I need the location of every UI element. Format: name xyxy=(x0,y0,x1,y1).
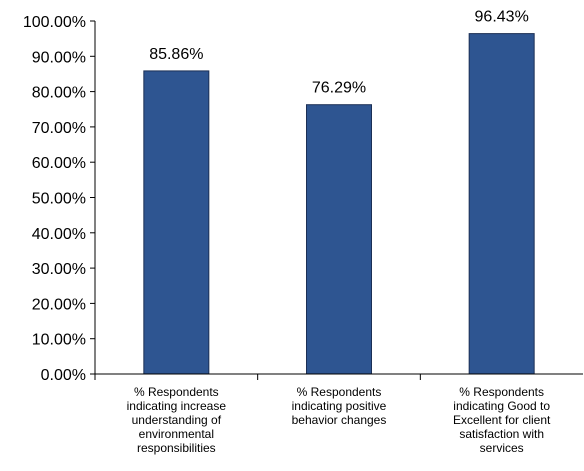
data-label: 85.86% xyxy=(149,46,203,63)
axes xyxy=(94,21,583,380)
y-tick-label: 0.00% xyxy=(41,367,86,384)
y-tick-label: 90.00% xyxy=(32,49,86,66)
bar xyxy=(306,104,372,375)
y-tick-label: 30.00% xyxy=(32,261,86,278)
y-tick-label: 50.00% xyxy=(32,191,86,208)
bars xyxy=(143,33,535,375)
y-axis-ticks: 0.00% 10.00% 20.00% 30.00% 40.00% 50.00% 60.00… xyxy=(23,14,95,384)
x-category-label: % Respondents indicating Good to Excellent… xyxy=(453,385,551,455)
y-tick-label: 100.00% xyxy=(23,14,86,31)
y-tick-label: 40.00% xyxy=(32,226,86,243)
y-tick-label: 60.00% xyxy=(32,155,86,172)
data-labels: 85.86% 76.29% 96.43% xyxy=(149,9,529,97)
data-label: 96.43% xyxy=(475,9,529,26)
y-tick-label: 10.00% xyxy=(32,332,86,349)
x-axis-labels: % Respondents indicating increase understa… xyxy=(127,385,551,455)
data-label: 76.29% xyxy=(312,80,366,97)
y-tick-label: 80.00% xyxy=(32,85,86,102)
y-tick-label: 20.00% xyxy=(32,296,86,313)
bar xyxy=(143,70,210,375)
x-category-label: % Respondents indicating positive behavior… xyxy=(292,385,387,427)
y-tick-label: 70.00% xyxy=(32,120,86,137)
bar xyxy=(468,33,535,375)
x-category-label: % Respondents indicating increase understa… xyxy=(127,385,227,455)
